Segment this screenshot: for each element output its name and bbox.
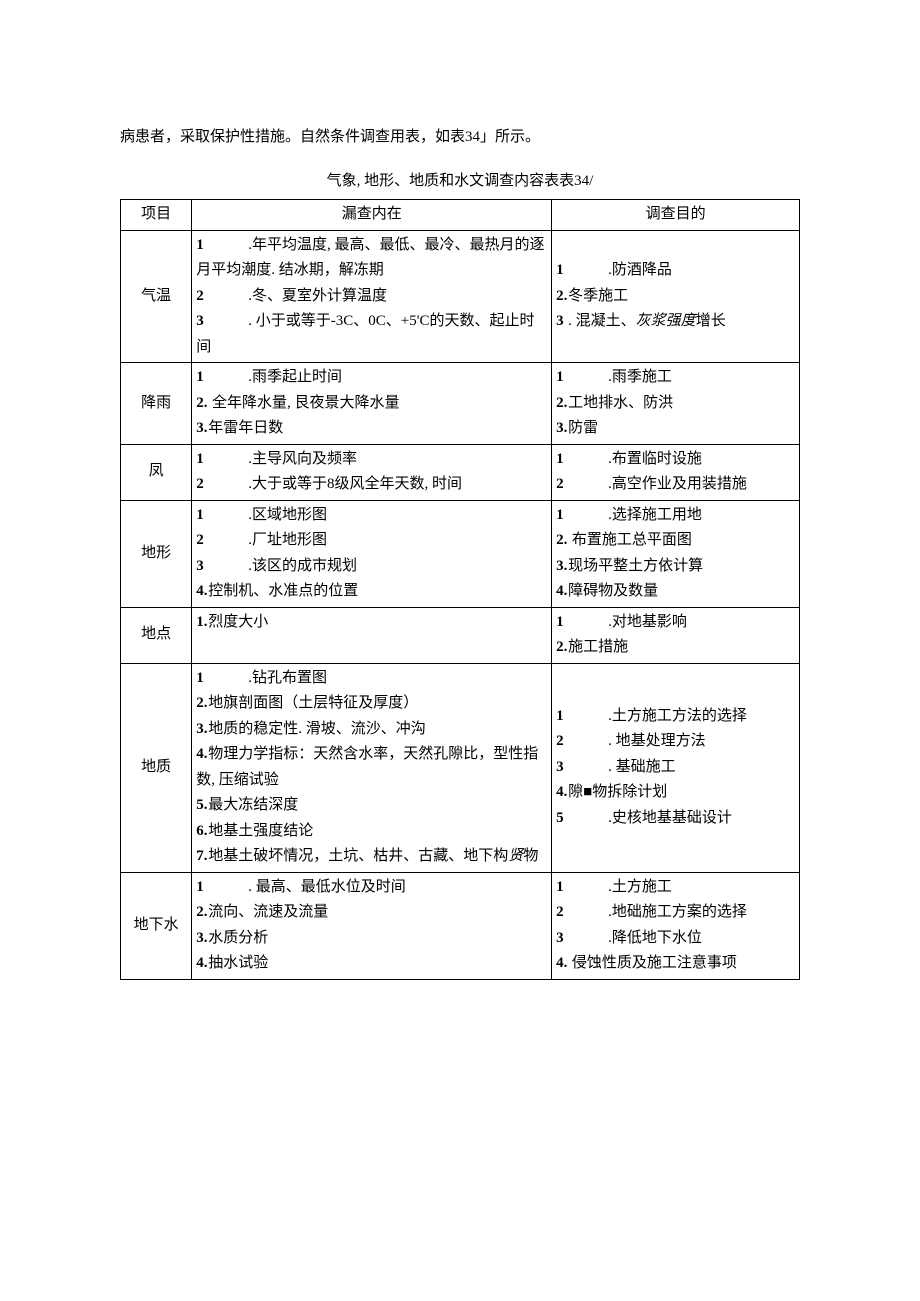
table-row: 地质1.钻孔布置图2.地旗剖面图（土层特征及厚度）3.地质的稳定性. 滑坡、流沙… [121, 663, 800, 872]
row-purpose: 1.布置临时设施2.高空作业及用装措施 [552, 444, 800, 500]
row-content: 1.雨季起止时间2. 全年降水量, 艮夜景大降水量3.年雷年日数 [192, 363, 552, 445]
row-purpose: 1.土方施工方法的选择2. 地基处理方法3. 基础施工4.隙■物拆除计划5.史核… [552, 663, 800, 872]
row-label: 地形 [121, 500, 192, 607]
header-purpose: 调查目的 [552, 200, 800, 231]
row-purpose: 1.雨季施工2.工地排水、防洪3.防雷 [552, 363, 800, 445]
row-content: 1.区域地形图2.厂址地形图3.该区的成市规划4.控制机、水准点的位置 [192, 500, 552, 607]
row-purpose: 1.土方施工2.地础施工方案的选择3.降低地下水位4. 侵蚀性质及施工注意事项 [552, 872, 800, 979]
row-label: 气温 [121, 230, 192, 363]
row-content: 1.主导风向及频率2.大于或等于8级风全年天数, 时间 [192, 444, 552, 500]
survey-table: 项目 漏查内在 调查目的 气温1.年平均温度, 最高、最低、最冷、最热月的逐月平… [120, 199, 800, 980]
table-row: 气温1.年平均温度, 最高、最低、最冷、最热月的逐月平均潮度. 结冰期，解冻期2… [121, 230, 800, 363]
row-label: 地质 [121, 663, 192, 872]
intro-text: 病患者，采取保护性措施。自然条件调查用表，如表34」所示。 [120, 125, 800, 149]
row-label: 地点 [121, 607, 192, 663]
table-header-row: 项目 漏查内在 调查目的 [121, 200, 800, 231]
table-row: 地形1.区域地形图2.厂址地形图3.该区的成市规划4.控制机、水准点的位置1.选… [121, 500, 800, 607]
row-content: 1.烈度大小 [192, 607, 552, 663]
row-label: 凤 [121, 444, 192, 500]
table-caption: 气象, 地形、地质和水文调查内容表表34/ [120, 169, 800, 193]
row-purpose: 1.对地基影响2.施工措施 [552, 607, 800, 663]
row-purpose: 1.防酒降品2.冬季施工3. 混凝土、灰浆强度增长 [552, 230, 800, 363]
row-label: 地下水 [121, 872, 192, 979]
table-row: 地下水1. 最高、最低水位及时间2.流向、流速及流量3.水质分析4.抽水试验1.… [121, 872, 800, 979]
row-purpose: 1.选择施工用地2. 布置施工总平面图3.现场平整土方依计算4.障碍物及数量 [552, 500, 800, 607]
table-row: 地点1.烈度大小1.对地基影响2.施工措施 [121, 607, 800, 663]
table-row: 降雨1.雨季起止时间2. 全年降水量, 艮夜景大降水量3.年雷年日数1.雨季施工… [121, 363, 800, 445]
header-item: 项目 [121, 200, 192, 231]
row-label: 降雨 [121, 363, 192, 445]
row-content: 1.年平均温度, 最高、最低、最冷、最热月的逐月平均潮度. 结冰期，解冻期2.冬… [192, 230, 552, 363]
row-content: 1. 最高、最低水位及时间2.流向、流速及流量3.水质分析4.抽水试验 [192, 872, 552, 979]
row-content: 1.钻孔布置图2.地旗剖面图（土层特征及厚度）3.地质的稳定性. 滑坡、流沙、冲… [192, 663, 552, 872]
header-content: 漏查内在 [192, 200, 552, 231]
table-row: 凤1.主导风向及频率2.大于或等于8级风全年天数, 时间1.布置临时设施2.高空… [121, 444, 800, 500]
